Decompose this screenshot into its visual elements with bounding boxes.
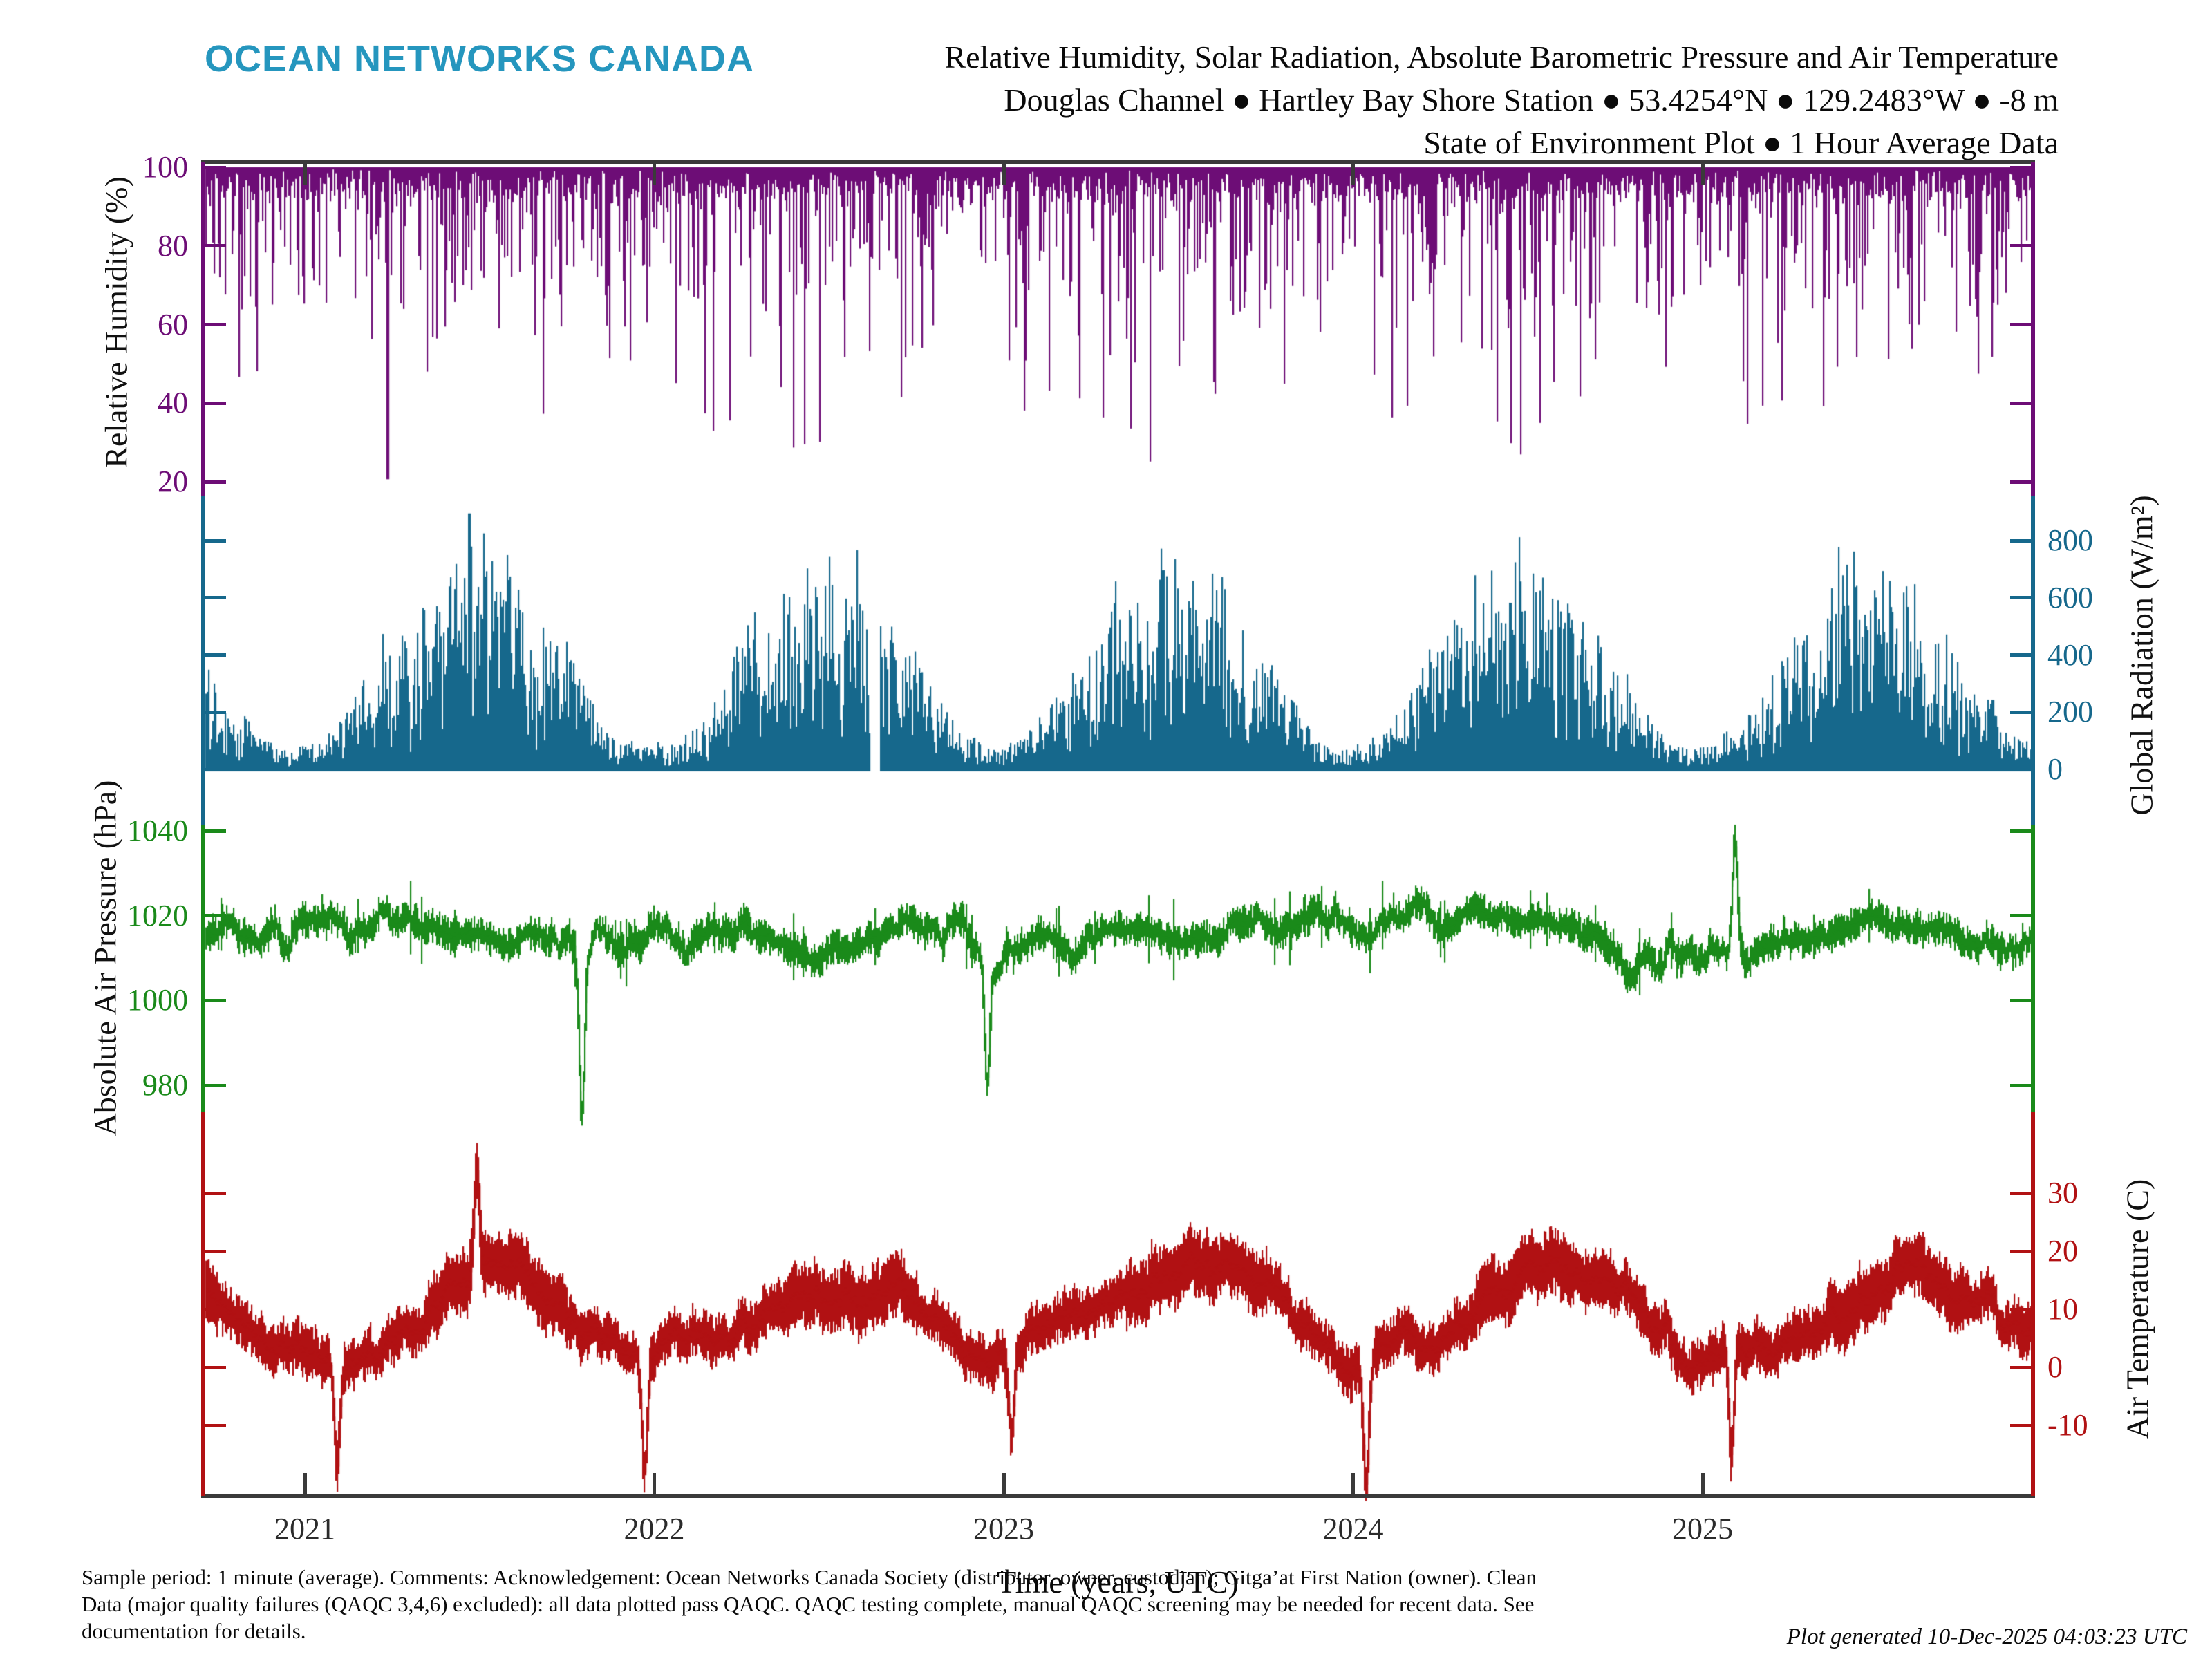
y-tick-global_radiation: [205, 538, 226, 543]
y-spine-left-relative_humidity: [201, 162, 205, 496]
y-tick-label-air_temperature: 30: [2047, 1176, 2078, 1210]
y-tick-label-relative_humidity: 40: [158, 386, 188, 420]
y-axis-label-radiation: Global Radiation (W/m²): [2124, 495, 2159, 816]
y-tick-label-global_radiation: 600: [2047, 580, 2093, 615]
y-tick-label-relative_humidity: 100: [142, 150, 188, 184]
x-tick-top: [1002, 164, 1006, 185]
x-tick-bottom: [303, 1473, 307, 1494]
x-tick-label: 2024: [1322, 1512, 1384, 1546]
y-tick-air_temperature: [205, 1191, 226, 1195]
y-tick-air_temperature: [2010, 1307, 2031, 1311]
y-tick-label-global_radiation: 800: [2047, 523, 2093, 557]
x-tick-bottom: [653, 1473, 656, 1494]
y-tick-relative_humidity: [2010, 165, 2031, 169]
y-tick-global_radiation: [2010, 538, 2031, 543]
x-tick-top: [303, 164, 307, 185]
x-tick-label: 2021: [274, 1512, 335, 1546]
y-tick-air_temperature: [2010, 1423, 2031, 1427]
y-tick-relative_humidity: [205, 165, 226, 169]
y-tick-air_pressure: [2010, 829, 2031, 833]
y-tick-global_radiation: [205, 596, 226, 600]
y-tick-label-relative_humidity: 60: [158, 307, 188, 341]
y-tick-air_pressure: [205, 1083, 226, 1087]
y-spine-right-global_radiation: [2031, 496, 2035, 825]
y-tick-global_radiation: [205, 710, 226, 714]
onc-logo: OCEAN NETWORKS CANADA: [205, 38, 754, 79]
y-tick-label-relative_humidity: 80: [158, 228, 188, 263]
y-tick-relative_humidity: [205, 401, 226, 405]
y-spine-right-air_pressure: [2031, 825, 2035, 1112]
y-tick-label-global_radiation: 200: [2047, 695, 2093, 729]
y-tick-relative_humidity: [2010, 323, 2031, 326]
x-tick-label: 2023: [973, 1512, 1034, 1546]
x-tick-bottom: [1002, 1473, 1006, 1494]
y-tick-label-air_temperature: 0: [2047, 1350, 2063, 1384]
y-tick-global_radiation: [205, 767, 226, 771]
y-tick-label-global_radiation: 0: [2047, 752, 2063, 786]
x-tick-top: [1351, 164, 1355, 185]
title-line-1: Relative Humidity, Solar Radiation, Abso…: [944, 39, 2059, 75]
title-line-2: Douglas Channel ● Hartley Bay Shore Stat…: [1004, 82, 2059, 118]
y-tick-air_temperature: [205, 1249, 226, 1253]
y-tick-air_temperature: [2010, 1191, 2031, 1195]
plot-frame-top: [201, 160, 2035, 164]
x-tick-label: 2025: [1672, 1512, 1733, 1546]
y-tick-label-relative_humidity: 20: [158, 465, 188, 498]
y-tick-label-air_pressure: 1000: [127, 983, 188, 1018]
y-tick-label-air_temperature: 10: [2047, 1292, 2078, 1326]
x-tick-top: [653, 164, 656, 185]
footnote: Sample period: 1 minute (average). Comme…: [82, 1564, 1537, 1644]
y-tick-air_temperature: [205, 1307, 226, 1311]
y-tick-label-air_pressure: 980: [142, 1068, 188, 1102]
y-axis-label-humidity: Relative Humidity (%): [98, 176, 134, 468]
y-tick-air_pressure: [2010, 1083, 2031, 1087]
x-tick-top: [1700, 164, 1705, 185]
y-tick-air_temperature: [2010, 1249, 2031, 1253]
y-spine-left-air_pressure: [201, 825, 205, 1112]
y-tick-global_radiation: [205, 653, 226, 657]
y-tick-air_temperature: [205, 1423, 226, 1427]
y-tick-relative_humidity: [205, 480, 226, 484]
y-spine-right-air_temperature: [2031, 1112, 2035, 1496]
y-tick-relative_humidity: [2010, 401, 2031, 405]
plot-frame-bottom: [201, 1494, 2035, 1498]
footnote-line-2: Data (major quality failures (QAQC 3,4,6…: [82, 1592, 1535, 1616]
title-line-3: State of Environment Plot ● 1 Hour Avera…: [1423, 125, 2059, 160]
y-tick-air_pressure: [205, 829, 226, 833]
y-tick-global_radiation: [2010, 767, 2031, 771]
y-tick-air_pressure: [2010, 998, 2031, 1002]
generated-timestamp: Plot generated 10-Dec-2025 04:03:23 UTC: [1786, 1624, 2187, 1649]
y-axis-label-temperature: Air Temperature (C): [2119, 1179, 2155, 1440]
y-spine-right-relative_humidity: [2031, 162, 2035, 496]
y-tick-label-air_pressure: 1020: [127, 898, 188, 932]
x-tick-bottom: [1351, 1473, 1355, 1494]
y-tick-air_pressure: [2010, 914, 2031, 918]
plot-title: Relative Humidity, Solar Radiation, Abso…: [944, 36, 2059, 165]
y-tick-global_radiation: [2010, 653, 2031, 657]
y-tick-label-air_temperature: -10: [2047, 1408, 2088, 1442]
y-tick-label-air_pressure: 1040: [127, 814, 188, 847]
x-tick-bottom: [1700, 1473, 1705, 1494]
y-tick-air_pressure: [205, 914, 226, 918]
x-tick-label: 2022: [624, 1512, 685, 1546]
y-spine-left-air_temperature: [201, 1112, 205, 1496]
footnote-line-3: documentation for details.: [82, 1619, 306, 1643]
y-tick-label-global_radiation: 400: [2047, 637, 2093, 672]
y-tick-relative_humidity: [205, 323, 226, 326]
x-axis-label: Time (years, UTC): [997, 1564, 1239, 1600]
y-spine-left-global_radiation: [201, 496, 205, 825]
y-tick-label-air_temperature: 20: [2047, 1234, 2078, 1268]
y-tick-relative_humidity: [2010, 480, 2031, 484]
y-axis-label-pressure: Absolute Air Pressure (hPa): [87, 780, 123, 1136]
y-tick-global_radiation: [2010, 596, 2031, 600]
y-tick-air_temperature: [205, 1365, 226, 1369]
y-tick-relative_humidity: [205, 244, 226, 248]
y-tick-air_temperature: [2010, 1365, 2031, 1369]
footnote-line-1: Sample period: 1 minute (average). Comme…: [82, 1565, 1537, 1589]
y-tick-air_pressure: [205, 998, 226, 1002]
y-tick-global_radiation: [2010, 710, 2031, 714]
y-tick-relative_humidity: [2010, 244, 2031, 248]
